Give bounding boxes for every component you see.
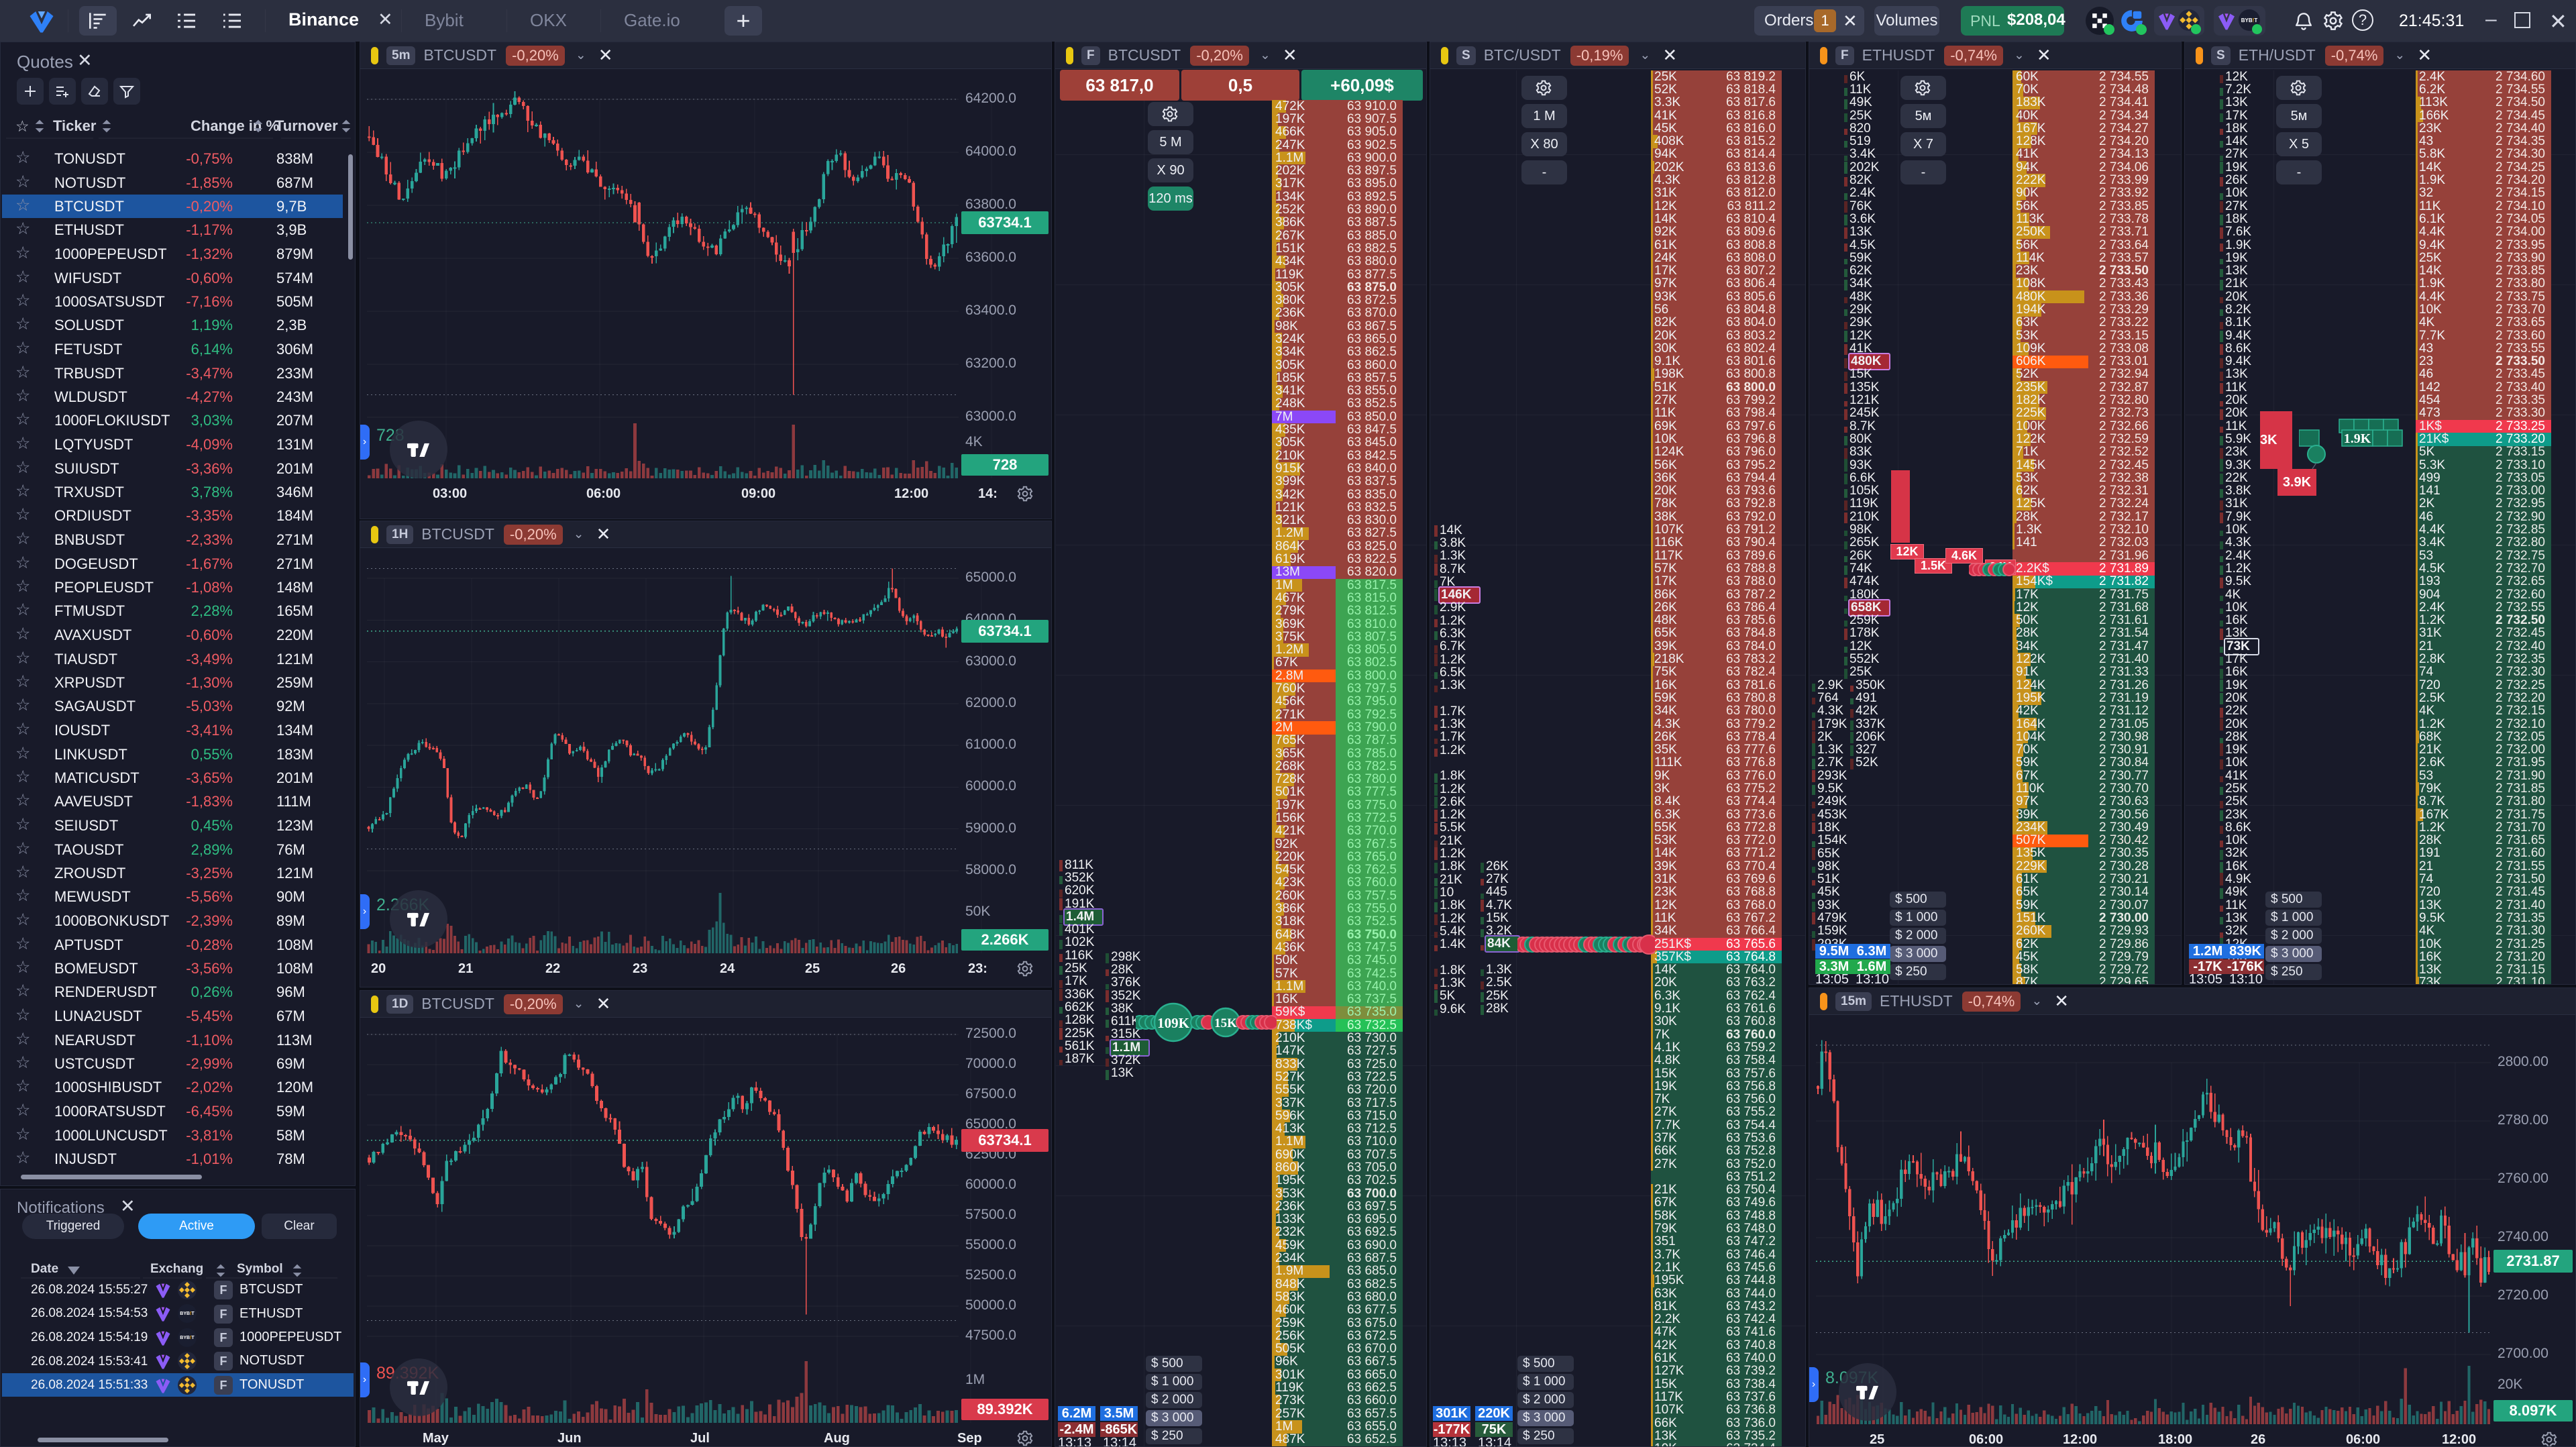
svg-text:109K: 109K bbox=[1157, 1015, 1190, 1031]
svg-text:15K: 15K bbox=[1214, 1016, 1237, 1030]
svg-text:1.9K: 1.9K bbox=[2344, 431, 2371, 446]
